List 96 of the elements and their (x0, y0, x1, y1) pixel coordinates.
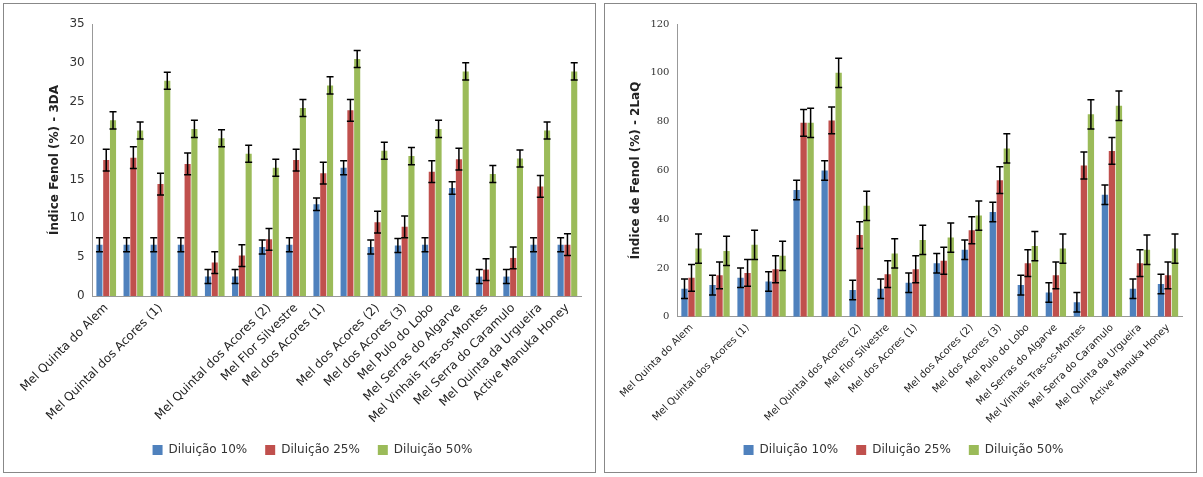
bar (557, 244, 564, 297)
bar (218, 138, 225, 297)
bar (435, 128, 442, 297)
bar (793, 189, 800, 317)
bar (354, 58, 361, 297)
bar (272, 167, 279, 297)
bar (821, 170, 828, 317)
bar (530, 244, 537, 297)
bar (544, 130, 551, 297)
bar (177, 244, 184, 297)
bar (1080, 165, 1088, 317)
bar (401, 226, 408, 297)
y-tick-label: 0 (663, 310, 670, 322)
bar (150, 244, 157, 297)
bar (737, 277, 744, 317)
bar (130, 157, 137, 297)
bar (313, 204, 320, 297)
y-tick-label: 25 (69, 93, 85, 108)
bar (455, 159, 462, 297)
bar (245, 153, 252, 297)
y-tick-label: 100 (650, 66, 670, 78)
bar (320, 173, 327, 297)
y-tick-label: 80 (656, 115, 670, 127)
bar (744, 272, 751, 317)
bar (800, 122, 807, 317)
bar (716, 275, 723, 317)
bar (1101, 194, 1109, 317)
bar (863, 205, 870, 317)
bar (394, 245, 401, 297)
y-tick-label: 5 (77, 249, 85, 264)
bar (989, 211, 996, 317)
bar (835, 72, 842, 317)
y-tick-label: 35 (69, 16, 85, 31)
bar (184, 163, 191, 297)
bar (408, 156, 415, 297)
y-axis-title: Índice de Fenol (%) - 2LaQ (627, 81, 643, 260)
bar (462, 71, 469, 297)
y-tick-label: 40 (656, 212, 670, 224)
bar (828, 120, 835, 317)
bar (299, 107, 306, 297)
bar (164, 80, 171, 297)
bar (381, 150, 388, 297)
bar (856, 235, 863, 317)
bar (286, 244, 293, 297)
y-tick-label: 10 (69, 210, 85, 225)
bar (137, 130, 144, 297)
bar (516, 158, 524, 297)
bar (571, 71, 578, 297)
y-tick-label: 20 (656, 261, 670, 273)
legend-label: Diluição 50% (984, 442, 1064, 457)
bar (340, 167, 347, 297)
bar (1087, 114, 1095, 317)
legend-label: Diluição 25% (872, 442, 951, 457)
bar (109, 120, 117, 297)
y-tick-label: 20 (69, 132, 85, 147)
bar (1115, 105, 1123, 317)
bar (96, 244, 103, 297)
legend-label: Diluição 10% (759, 442, 839, 457)
bar (265, 239, 273, 297)
bar (367, 247, 374, 297)
bar (374, 222, 381, 297)
y-tick-label: 15 (69, 171, 85, 186)
bar (103, 160, 110, 297)
y-tick-label: 30 (69, 54, 85, 69)
y-axis-title: Índice Fenol (%) - 3DA (46, 84, 62, 236)
bar (537, 186, 544, 297)
bar (191, 128, 198, 297)
bar (1003, 148, 1010, 317)
bar (779, 255, 786, 317)
bar (996, 180, 1003, 317)
bar (681, 288, 688, 317)
bar (1108, 150, 1116, 317)
bar (293, 160, 300, 297)
bar (157, 184, 164, 297)
legend-label: Diluição 10% (168, 442, 248, 457)
bar (347, 110, 354, 297)
bar (489, 174, 496, 297)
bar (327, 85, 334, 297)
bar (695, 248, 702, 317)
bar (421, 244, 429, 297)
bar (449, 187, 456, 297)
y-tick-label: 0 (77, 288, 85, 303)
bar (428, 171, 435, 297)
bar (123, 244, 130, 297)
bar (772, 269, 779, 317)
bar (564, 244, 571, 297)
y-tick-label: 120 (650, 17, 670, 29)
bar (919, 239, 926, 317)
legend-label: Diluição 25% (281, 442, 360, 457)
bar (807, 122, 814, 317)
y-tick-label: 60 (656, 164, 670, 176)
bar (765, 281, 772, 317)
bar (751, 244, 758, 317)
bar (723, 250, 730, 317)
legend-label: Diluição 50% (393, 442, 473, 457)
bar (259, 247, 266, 297)
